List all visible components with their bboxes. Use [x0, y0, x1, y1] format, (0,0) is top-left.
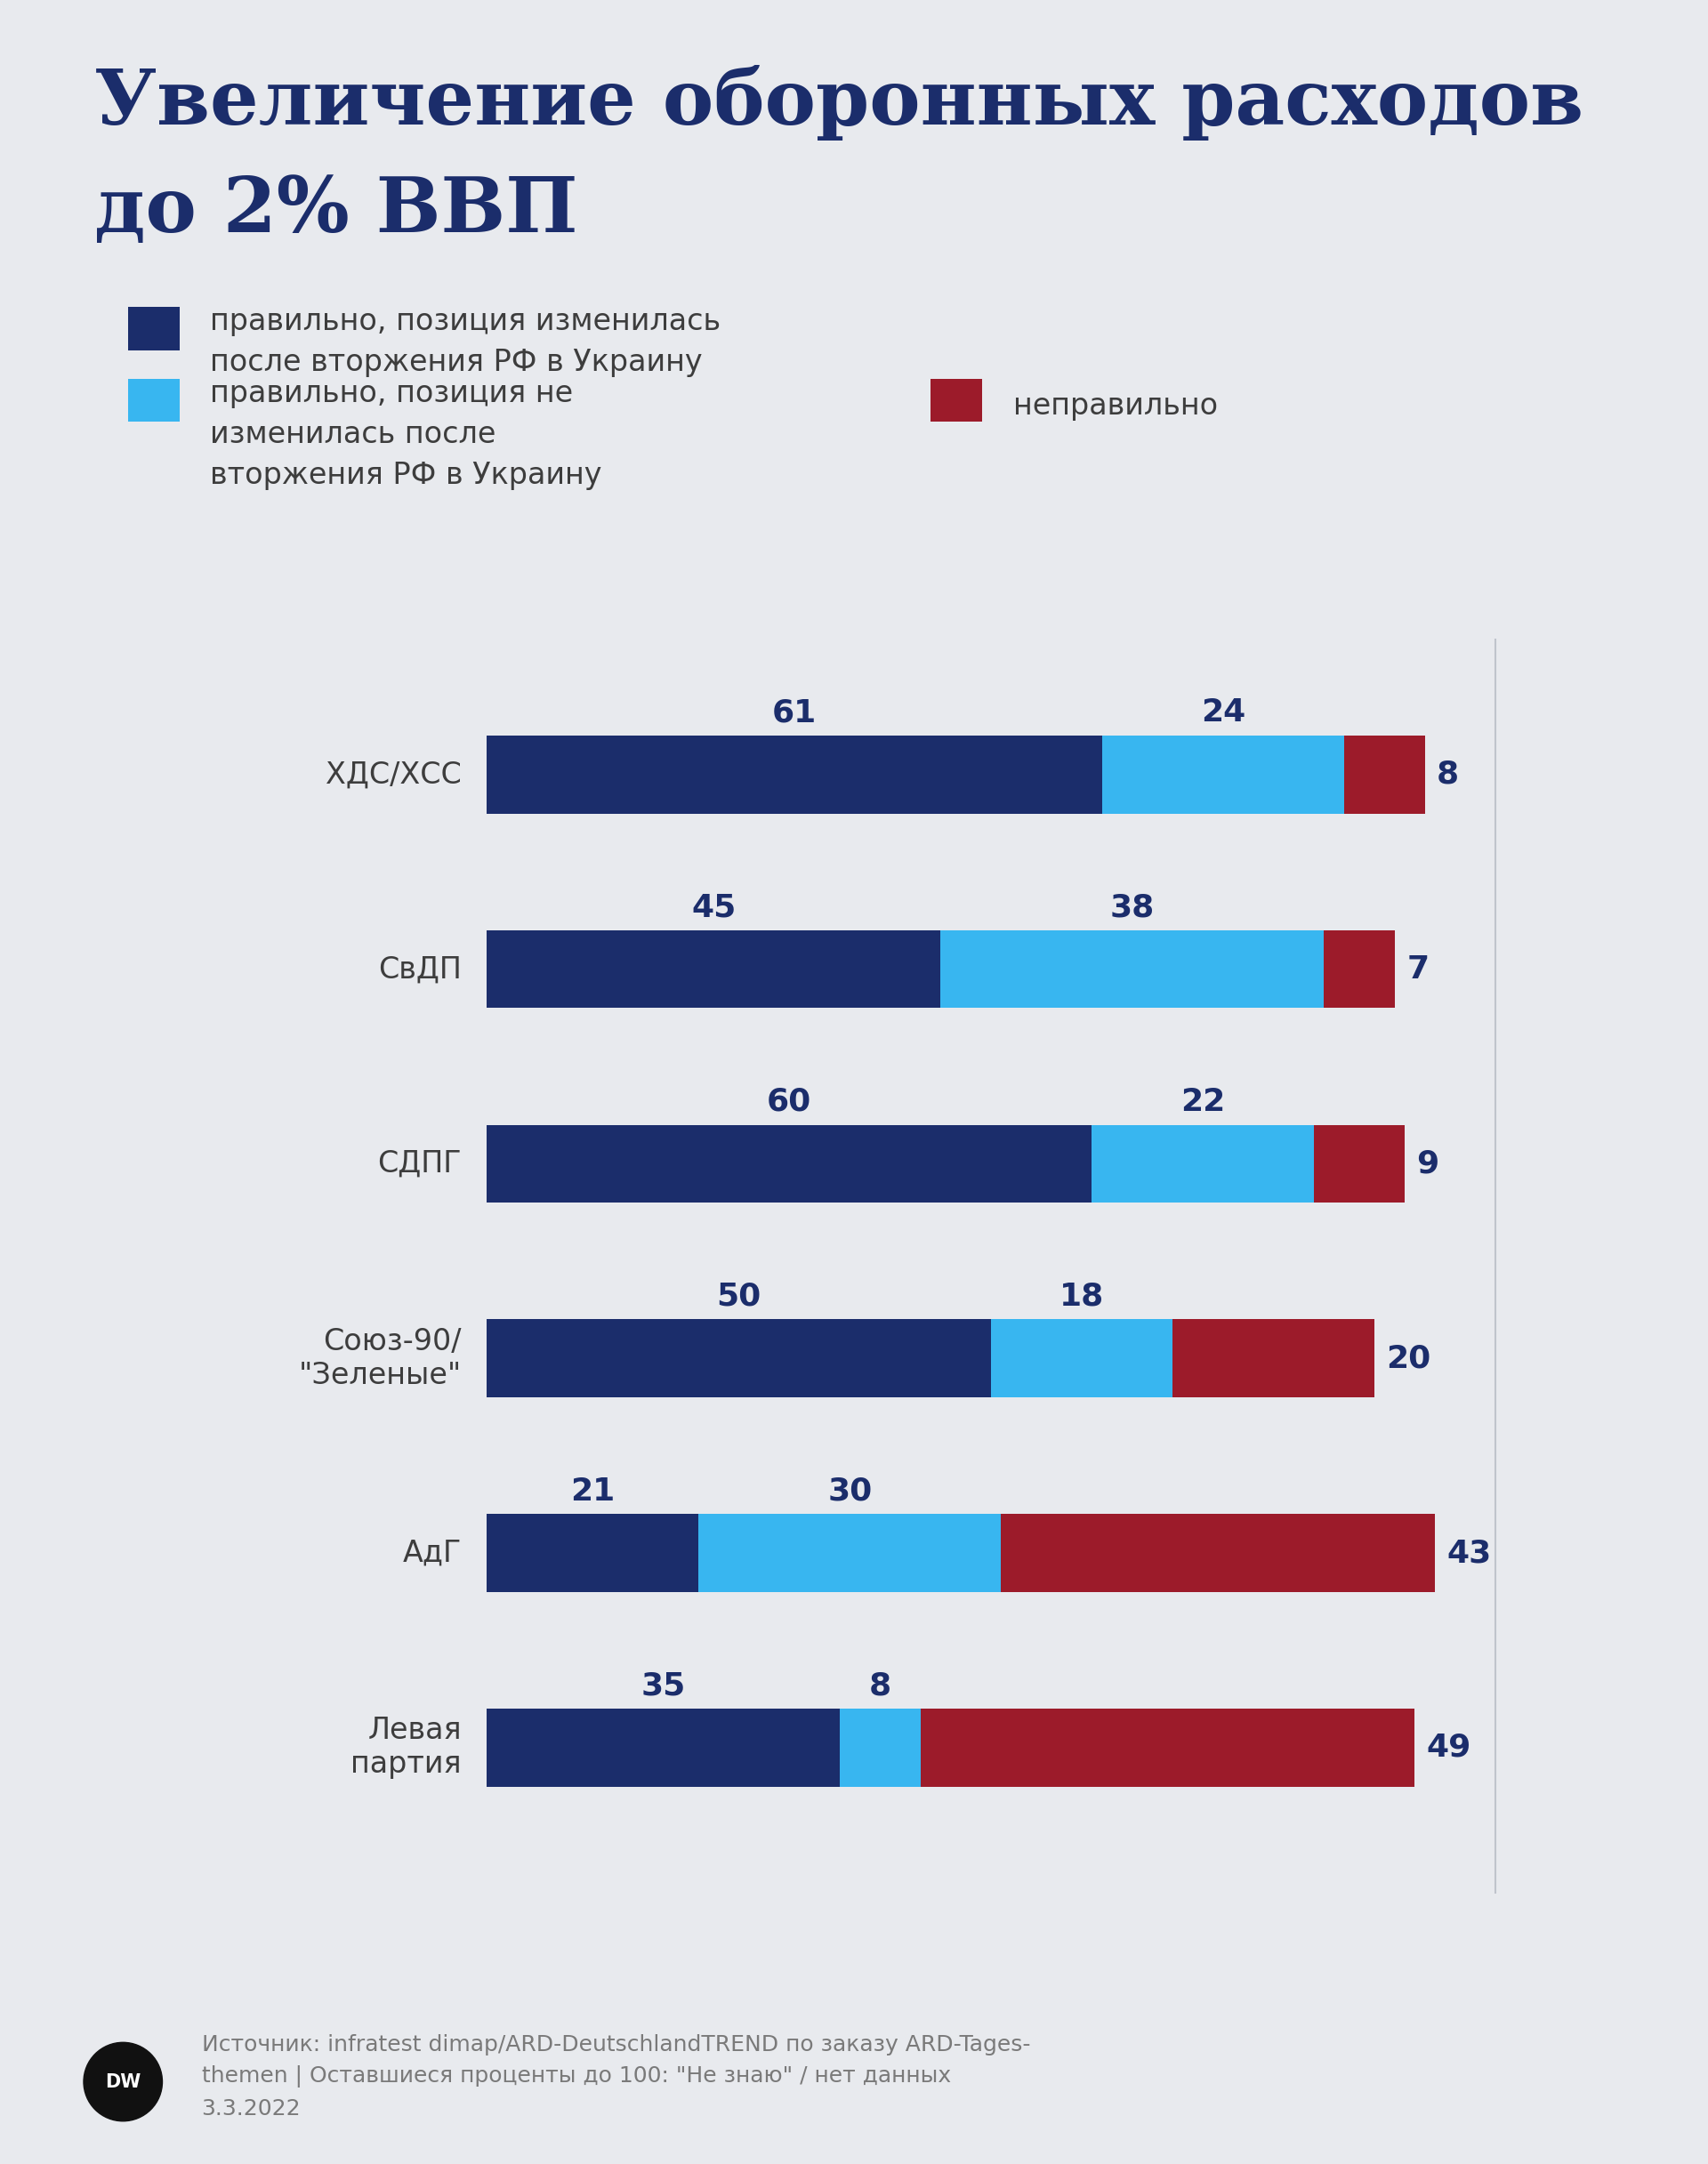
- Bar: [699, 1515, 1001, 1593]
- Text: до 2% ВВП: до 2% ВВП: [94, 173, 577, 249]
- Text: СДПГ: СДПГ: [377, 1149, 461, 1179]
- Bar: [1091, 1125, 1313, 1203]
- Text: 21: 21: [570, 1476, 615, 1506]
- Text: Источник: infratest dimap/ARD-DeutschlandTREND по заказу ARD-Tages-
themen | Ост: Источник: infratest dimap/ARD-Deutschlan…: [202, 2034, 1030, 2119]
- Bar: [487, 1125, 1091, 1203]
- Text: 43: 43: [1447, 1539, 1491, 1569]
- Text: правильно, позиция не
изменилась после
вторжения РФ в Украину: правильно, позиция не изменилась после в…: [210, 379, 601, 489]
- Text: 35: 35: [640, 1671, 685, 1701]
- Text: 8: 8: [1436, 760, 1459, 790]
- Bar: [1324, 931, 1394, 1008]
- Text: 30: 30: [827, 1476, 873, 1506]
- Text: СвДП: СвДП: [377, 954, 461, 985]
- Text: 50: 50: [717, 1281, 762, 1311]
- Bar: [487, 1515, 699, 1593]
- Bar: [991, 1320, 1173, 1398]
- Text: Союз-90/
"Зеленые": Союз-90/ "Зеленые": [299, 1327, 461, 1389]
- Text: Увеличение оборонных расходов: Увеличение оборонных расходов: [94, 65, 1583, 141]
- Bar: [487, 931, 941, 1008]
- Text: 24: 24: [1201, 697, 1245, 727]
- Text: ХДС/ХСС: ХДС/ХСС: [326, 760, 461, 790]
- Bar: [1344, 736, 1424, 814]
- Text: 8: 8: [869, 1671, 892, 1701]
- Bar: [941, 931, 1324, 1008]
- Text: 45: 45: [692, 892, 736, 922]
- Text: Левая
партия: Левая партия: [350, 1716, 461, 1779]
- Text: 7: 7: [1407, 954, 1430, 985]
- Text: 18: 18: [1059, 1281, 1103, 1311]
- Circle shape: [84, 2043, 162, 2121]
- Text: 9: 9: [1416, 1149, 1440, 1179]
- Text: неправильно: неправильно: [1013, 392, 1218, 422]
- Text: правильно, позиция изменилась
после вторжения РФ в Украину: правильно, позиция изменилась после втор…: [210, 307, 721, 377]
- Bar: [1173, 1320, 1375, 1398]
- Text: АдГ: АдГ: [403, 1539, 461, 1567]
- Bar: [1001, 1515, 1435, 1593]
- Text: 60: 60: [767, 1086, 811, 1117]
- Bar: [487, 736, 1102, 814]
- Text: 20: 20: [1387, 1344, 1431, 1374]
- Text: 22: 22: [1180, 1086, 1225, 1117]
- Bar: [487, 1710, 840, 1787]
- Text: 38: 38: [1110, 892, 1155, 922]
- Bar: [840, 1710, 921, 1787]
- Bar: [921, 1710, 1414, 1787]
- Text: 49: 49: [1426, 1733, 1472, 1764]
- Text: DW: DW: [106, 2073, 140, 2090]
- Bar: [1313, 1125, 1404, 1203]
- Bar: [1102, 736, 1344, 814]
- Text: 61: 61: [772, 697, 816, 727]
- Bar: [487, 1320, 991, 1398]
